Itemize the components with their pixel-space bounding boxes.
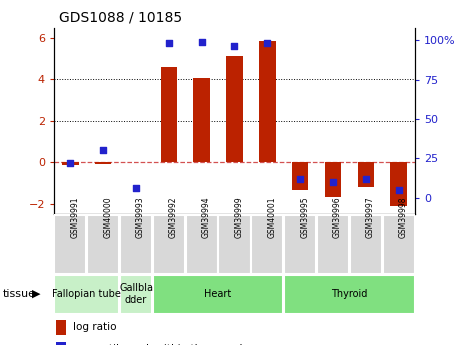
FancyBboxPatch shape — [383, 215, 415, 274]
FancyBboxPatch shape — [153, 215, 185, 274]
FancyBboxPatch shape — [87, 215, 119, 274]
Bar — [357, 162, 374, 187]
FancyBboxPatch shape — [284, 215, 316, 274]
Bar — [193, 78, 210, 162]
Bar — [325, 162, 341, 197]
Bar — [226, 56, 242, 162]
Text: ▶: ▶ — [32, 289, 40, 299]
Text: GSM39993: GSM39993 — [136, 196, 145, 238]
Text: Thyroid: Thyroid — [331, 289, 368, 299]
Text: Gallbla
dder: Gallbla dder — [119, 283, 153, 305]
FancyBboxPatch shape — [251, 215, 283, 274]
FancyBboxPatch shape — [54, 215, 86, 274]
Text: GSM39998: GSM39998 — [399, 196, 408, 238]
Text: GSM39997: GSM39997 — [366, 196, 375, 238]
Bar — [56, 342, 66, 345]
Point — [132, 185, 140, 191]
FancyBboxPatch shape — [284, 275, 415, 314]
Point — [99, 148, 107, 153]
Point — [198, 39, 205, 45]
FancyBboxPatch shape — [317, 215, 349, 274]
Text: GSM39995: GSM39995 — [300, 196, 309, 238]
Point — [67, 160, 74, 166]
FancyBboxPatch shape — [120, 215, 152, 274]
Text: GSM40001: GSM40001 — [267, 196, 276, 238]
Text: GSM40000: GSM40000 — [103, 196, 112, 238]
Point — [165, 41, 173, 46]
Point — [296, 176, 304, 181]
Text: log ratio: log ratio — [73, 322, 117, 332]
Text: GSM39991: GSM39991 — [70, 196, 79, 238]
Point — [362, 176, 370, 181]
FancyBboxPatch shape — [219, 215, 250, 274]
Text: Heart: Heart — [204, 289, 232, 299]
Text: GSM39996: GSM39996 — [333, 196, 342, 238]
FancyBboxPatch shape — [120, 275, 152, 314]
Text: GSM39999: GSM39999 — [234, 196, 243, 238]
Text: tissue: tissue — [2, 289, 35, 299]
FancyBboxPatch shape — [153, 275, 283, 314]
Point — [264, 41, 271, 46]
Text: Fallopian tube: Fallopian tube — [53, 289, 121, 299]
Bar — [160, 67, 177, 162]
Point — [395, 187, 402, 193]
Text: GSM39992: GSM39992 — [169, 196, 178, 238]
Bar — [62, 162, 78, 165]
Text: GSM39994: GSM39994 — [202, 196, 211, 238]
Bar — [95, 162, 111, 164]
Text: percentile rank within the sample: percentile rank within the sample — [73, 344, 249, 345]
Bar — [390, 162, 407, 206]
Text: GDS1088 / 10185: GDS1088 / 10185 — [59, 10, 182, 24]
FancyBboxPatch shape — [186, 215, 218, 274]
FancyBboxPatch shape — [350, 215, 382, 274]
Bar — [259, 41, 275, 162]
Point — [231, 44, 238, 49]
Point — [329, 179, 337, 185]
Bar — [292, 162, 308, 190]
Bar — [56, 320, 66, 335]
FancyBboxPatch shape — [54, 275, 119, 314]
